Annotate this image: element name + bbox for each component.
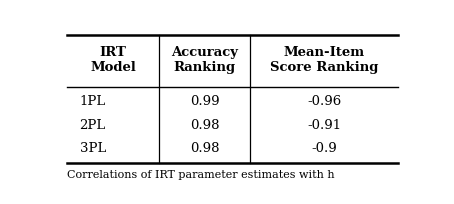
Text: 1PL: 1PL — [79, 95, 106, 109]
Text: -0.96: -0.96 — [307, 95, 341, 109]
Text: Accuracy
Ranking: Accuracy Ranking — [171, 46, 238, 74]
Text: 0.99: 0.99 — [190, 95, 219, 109]
Text: Mean-Item
Score Ranking: Mean-Item Score Ranking — [270, 46, 378, 74]
Text: 2PL: 2PL — [79, 119, 106, 132]
Text: 0.98: 0.98 — [190, 142, 219, 155]
Text: -0.9: -0.9 — [311, 142, 337, 155]
Text: 0.98: 0.98 — [190, 119, 219, 132]
Text: 3PL: 3PL — [79, 142, 106, 155]
Text: IRT
Model: IRT Model — [90, 46, 136, 74]
Text: -0.91: -0.91 — [307, 119, 341, 132]
Text: Correlations of IRT parameter estimates with h: Correlations of IRT parameter estimates … — [67, 170, 335, 180]
